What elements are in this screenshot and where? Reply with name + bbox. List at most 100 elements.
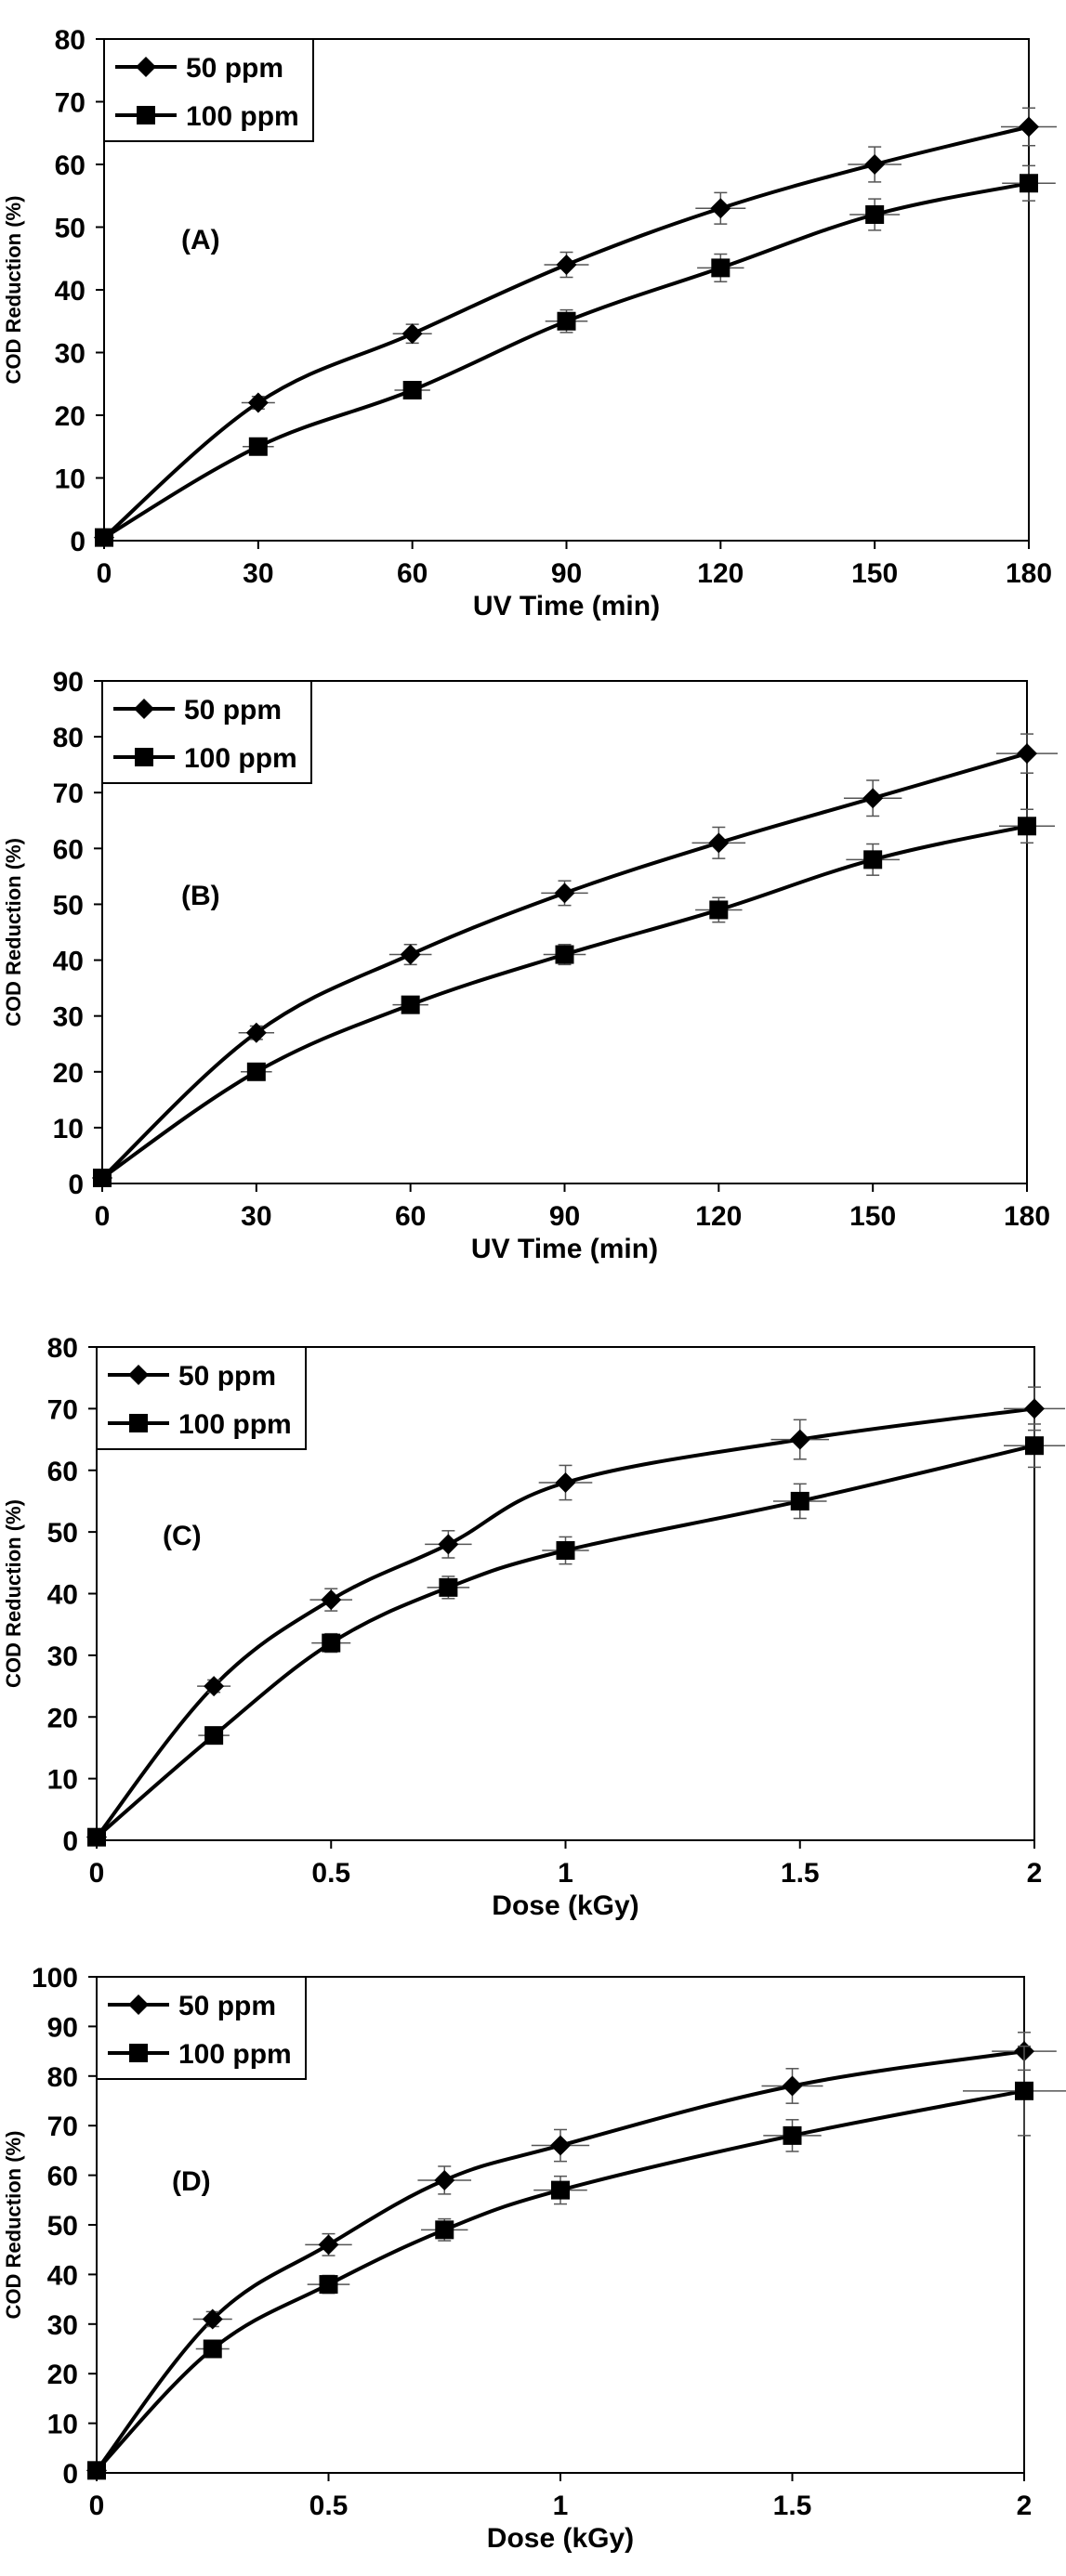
panel-a: 0 10 20 30 40 50 60 70 80 0 30 60 90 120 150 180 UV Time… [2,25,1057,621]
y-tick-label: 10 [55,464,86,495]
x-tick-label: 2 [1017,2491,1033,2521]
y-tick-label: 40 [55,276,86,307]
legend-label: 100 ppm [178,2039,292,2070]
y-tick-label: 30 [53,1002,84,1033]
data-point [864,154,886,175]
x-axis-title: Dose (kGy) [492,1890,638,1921]
data-point [1017,743,1037,765]
data-point [321,1589,342,1611]
legend-marker [135,748,153,766]
y-tick-label: 80 [47,1333,78,1364]
series-line [100,752,1028,1180]
x-tick-label: 180 [1004,1201,1050,1232]
x-tick-label: 0 [89,2491,105,2521]
data-point [556,255,577,275]
x-tick-label: 180 [1006,558,1052,589]
x-tick-label: 30 [241,1201,271,1232]
data-point [402,381,422,399]
legend-label: 50 ppm [186,53,283,84]
x-tick-label: 30 [243,558,273,589]
y-axis-title: COD Reduction (%) [2,2131,25,2320]
legend-marker [137,106,155,124]
x-tick-label: 90 [549,1201,580,1232]
data-point [1015,2081,1033,2100]
legend-marker [128,1365,149,1385]
series-50-ppm [86,1386,1065,1848]
data-point [435,2220,454,2240]
legend-label: 100 ppm [178,1409,292,1440]
data-point [87,1827,106,1847]
y-tick-label: 30 [55,339,86,370]
x-tick-label: 60 [395,1201,426,1232]
x-tick-label: 0 [95,1201,111,1232]
data-point [862,788,884,809]
legend-marker [128,1994,149,2015]
series-line [100,824,1028,1180]
legend: 50 ppm 100 ppm [103,38,314,142]
y-tick-label: 20 [53,1058,84,1089]
x-axis-title: Dose (kGy) [487,2523,634,2554]
legend-label: 50 ppm [178,1361,276,1392]
legend-label: 50 ppm [178,1991,276,2021]
legend: 50 ppm 100 ppm [96,1346,307,1450]
data-point [1020,174,1038,193]
series-line [102,181,1030,540]
y-tick-label: 80 [53,723,84,753]
y-tick-label: 70 [47,2112,78,2142]
data-point [709,900,729,920]
data-point [247,392,269,413]
x-tick-label: 0.5 [309,2491,349,2521]
data-point [434,2169,455,2190]
data-point [401,995,420,1014]
data-point [556,1541,575,1561]
data-point [245,1022,267,1043]
data-point [202,2308,223,2330]
series-50-ppm [86,2032,1057,2481]
y-tick-label: 0 [70,527,86,557]
series-100-ppm [95,164,1056,547]
y-tick-label: 30 [47,1641,78,1672]
legend: 50 ppm 100 ppm [96,1976,307,2080]
x-tick-label: 0.5 [311,1858,350,1889]
series-50-ppm [94,107,1057,548]
y-tick-label: 10 [53,1114,84,1144]
data-point [246,1062,266,1081]
y-tick-label: 20 [47,1703,78,1733]
panel-annotation: (A) [181,225,220,255]
x-tick-label: 150 [849,1201,896,1232]
y-tick-label: 40 [47,1580,78,1611]
data-point [551,2180,570,2200]
data-point [711,258,730,278]
x-tick-label: 1.5 [781,1858,820,1889]
panel-b: 0 10 20 30 40 50 60 70 80 90 0 30 60 90 120 150 180 UV Ti… [2,667,1058,1264]
data-point [557,311,576,331]
x-tick-label: 0 [89,1858,105,1889]
y-tick-label: 50 [55,214,86,244]
data-point [555,1472,576,1494]
y-tick-label: 10 [47,2410,78,2440]
data-point [550,2135,571,2156]
series-100-ppm [93,808,1055,1187]
data-point [438,1534,459,1555]
x-tick-label: 120 [697,558,744,589]
panel-c: 0 10 20 30 40 50 60 70 80 0 0.5 1 1.5 2 Dose (kGy) COD … [2,1333,1065,1921]
x-tick-label: 0 [97,558,112,589]
data-point [554,883,575,904]
y-axis-title: COD Reduction (%) [2,838,25,1026]
y-tick-label: 0 [62,1826,78,1857]
y-tick-label: 90 [53,667,84,698]
y-tick-label: 50 [47,1518,78,1549]
x-tick-label: 90 [551,558,582,589]
panel-annotation: (C) [163,1521,202,1551]
y-tick-label: 20 [55,401,86,432]
y-tick-label: 0 [62,2459,78,2490]
y-tick-label: 50 [47,2211,78,2242]
x-tick-label: 1 [553,2491,569,2521]
y-tick-label: 70 [53,778,84,809]
data-point [318,2234,339,2256]
y-tick-label: 80 [47,2062,78,2093]
data-point [1025,1436,1044,1456]
y-tick-label: 60 [55,150,86,181]
series-line [95,2049,1025,2472]
